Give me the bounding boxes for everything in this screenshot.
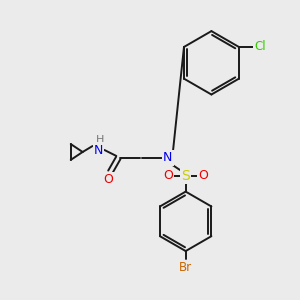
Text: Br: Br [179,261,192,274]
Text: O: O [103,173,113,186]
Text: S: S [181,169,190,183]
Text: H: H [96,135,105,145]
Text: Cl: Cl [254,40,266,53]
Text: N: N [163,152,172,164]
Text: O: O [163,169,173,182]
Text: N: N [94,143,103,157]
Text: O: O [199,169,208,182]
